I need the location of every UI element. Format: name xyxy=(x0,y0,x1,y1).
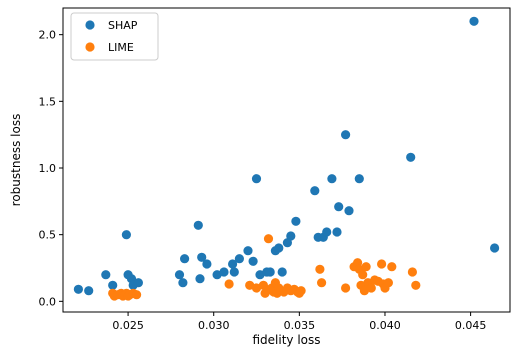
shap-point xyxy=(327,174,337,184)
data-points xyxy=(73,16,500,301)
lime-point xyxy=(366,283,376,293)
lime-point xyxy=(315,264,325,274)
lime-point xyxy=(132,290,142,300)
shap-point xyxy=(354,174,364,184)
lime-point xyxy=(317,278,327,288)
shap-point xyxy=(212,270,222,280)
legend-marker-lime xyxy=(85,42,95,52)
lime-point xyxy=(263,234,274,244)
shap-point xyxy=(277,267,287,277)
shap-point xyxy=(228,259,238,269)
shap-point xyxy=(108,280,118,290)
shap-point xyxy=(251,174,262,184)
lime-point xyxy=(387,262,397,272)
y-tick-label: 1.0 xyxy=(39,162,57,175)
lime-point xyxy=(411,280,421,290)
lime-point xyxy=(407,267,417,277)
x-tick-label: 0.045 xyxy=(455,319,487,332)
shap-point xyxy=(174,270,185,280)
shap-point xyxy=(344,206,354,216)
x-tick-label: 0.035 xyxy=(284,319,316,332)
shap-point xyxy=(178,278,188,288)
shap-point xyxy=(334,202,344,212)
shap-point xyxy=(406,152,416,162)
shap-point xyxy=(84,286,94,296)
lime-point xyxy=(358,270,368,280)
shap-point xyxy=(133,278,143,288)
y-axis-label: robustness loss xyxy=(9,114,23,207)
plot-area-frame xyxy=(62,7,511,313)
lime-point xyxy=(341,283,351,293)
legend-label-lime: LIME xyxy=(108,41,134,54)
y-tick-label: 1.5 xyxy=(39,95,57,108)
shap-point xyxy=(197,252,207,262)
shap-point xyxy=(274,243,284,253)
shap-point xyxy=(121,230,131,240)
shap-point xyxy=(234,254,244,264)
x-tick-label: 0.040 xyxy=(369,319,401,332)
shap-point xyxy=(195,274,205,284)
shap-point xyxy=(193,220,203,230)
lime-point xyxy=(296,286,306,296)
shap-point xyxy=(243,246,253,256)
shap-point xyxy=(332,227,342,237)
shap-point xyxy=(469,16,479,26)
shap-point xyxy=(291,216,301,226)
y-tick-label: 0.5 xyxy=(39,229,57,242)
lime-point xyxy=(251,283,262,293)
y-tick-label: 0.0 xyxy=(39,295,57,308)
x-tick-label: 0.030 xyxy=(198,319,230,332)
y-axis-ticks: 0.0 0.5 1.0 1.5 2.0 xyxy=(39,29,63,308)
shap-point xyxy=(248,256,258,266)
shap-point xyxy=(341,130,351,140)
shap-point xyxy=(265,267,275,277)
shap-point xyxy=(229,267,239,277)
lime-point xyxy=(361,262,371,272)
x-tick-label: 0.025 xyxy=(112,319,144,332)
shap-point xyxy=(180,254,190,264)
shap-point xyxy=(322,227,332,237)
lime-point xyxy=(383,278,393,288)
legend: SHAP LIME xyxy=(70,12,159,61)
lime-point xyxy=(224,279,234,289)
x-axis-ticks: 0.025 0.030 0.035 0.040 0.045 xyxy=(112,312,486,332)
x-axis-label: fidelity loss xyxy=(252,333,320,347)
legend-marker-shap xyxy=(85,20,95,30)
legend-label-shap: SHAP xyxy=(108,19,138,32)
shap-point xyxy=(490,243,500,253)
shap-point xyxy=(219,267,229,277)
shap-point xyxy=(101,270,111,280)
shap-point xyxy=(286,231,296,241)
shap-point xyxy=(73,284,83,294)
y-tick-label: 2.0 xyxy=(39,29,57,42)
lime-point xyxy=(258,280,268,290)
lime-point xyxy=(359,286,369,296)
lime-point xyxy=(377,259,387,269)
shap-point xyxy=(310,186,320,196)
shap-point xyxy=(202,259,212,269)
